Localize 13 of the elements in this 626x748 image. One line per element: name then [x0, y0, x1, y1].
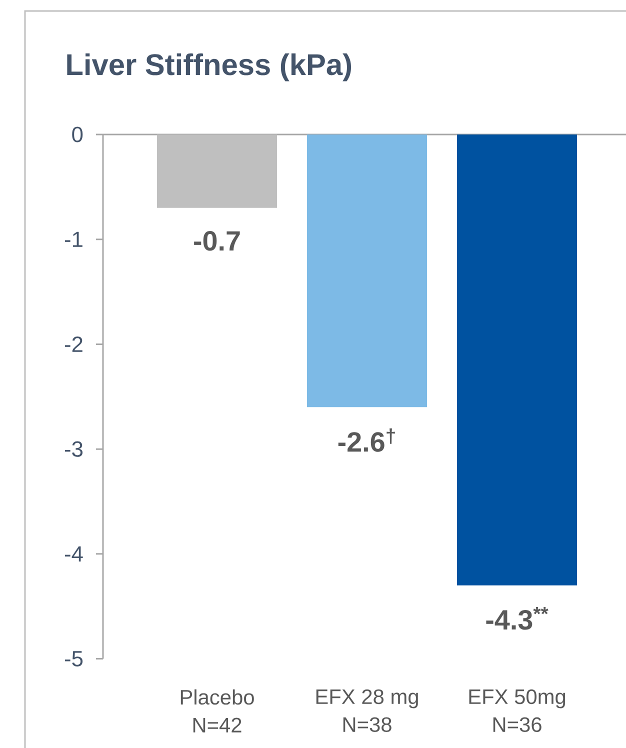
y-tick-label: -3	[64, 441, 83, 457]
x-tick-label: EFX 50mg N=36	[469, 689, 566, 732]
y-tick-label: -1	[64, 232, 82, 247]
y-tick-label: -4	[64, 546, 83, 562]
data-label: -4.3$^{**}$	[486, 607, 548, 630]
chart-title: Liver Stiffness (kPa)	[67, 53, 352, 82]
x-tick-label: Placebo N=42	[180, 689, 254, 732]
data-label: -2.6$^{†}$	[338, 428, 395, 452]
y-tick-label: -5	[64, 651, 83, 666]
x-tick-label: EFX 28 mg N=38	[316, 689, 418, 732]
y-tick-label: -2	[64, 336, 82, 352]
data-label: -0.7	[194, 231, 240, 251]
y-tick-label: 0	[72, 126, 83, 142]
